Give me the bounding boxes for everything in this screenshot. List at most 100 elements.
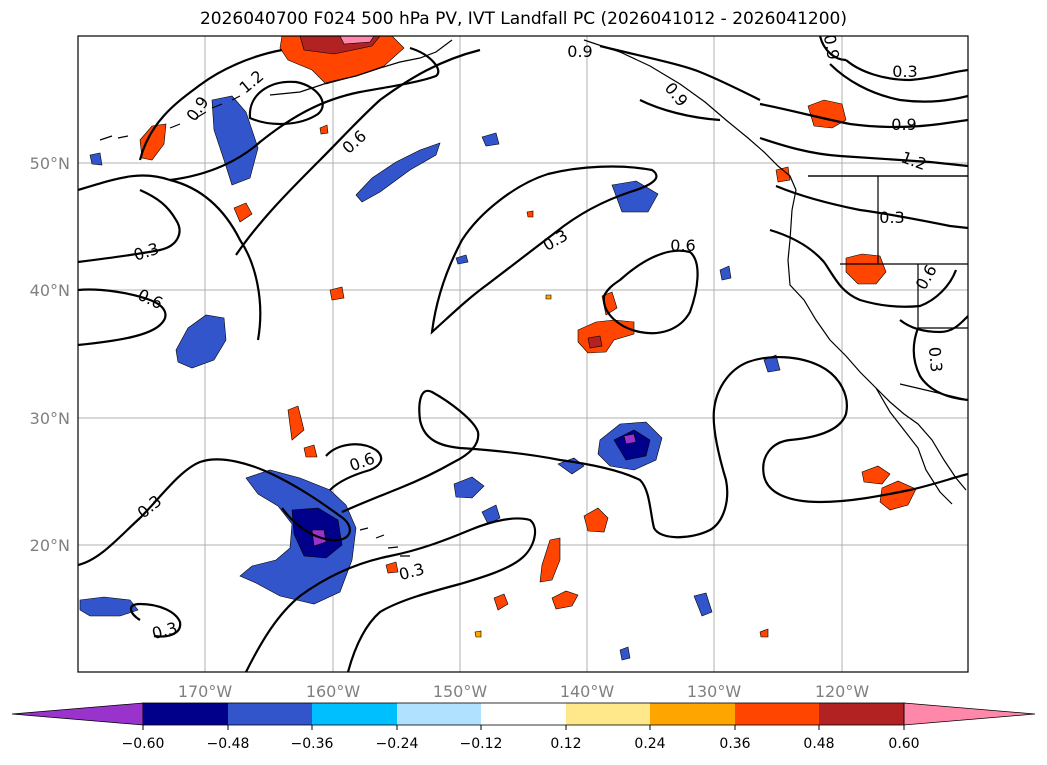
aleutian-islands bbox=[99, 95, 241, 141]
pv-patch bbox=[759, 628, 769, 638]
contour-line bbox=[78, 288, 167, 347]
contour-line bbox=[759, 136, 968, 168]
colorbar-tick-label: 0.36 bbox=[719, 736, 750, 752]
contour-label: 0.6 bbox=[670, 236, 695, 255]
pv-patch-core bbox=[623, 433, 637, 445]
pv-patch bbox=[551, 590, 579, 610]
us-west-coast bbox=[787, 209, 967, 491]
colorbar-tick-label: −0.24 bbox=[376, 736, 419, 752]
pv-patch bbox=[453, 476, 485, 499]
pv-patch bbox=[329, 286, 345, 301]
colorbar-segment bbox=[735, 703, 819, 725]
longitude-tick-label: 150°W bbox=[433, 682, 488, 701]
colorbar-tick-label: −0.12 bbox=[460, 736, 503, 752]
pv-patch bbox=[526, 210, 534, 218]
hawaii-islands bbox=[359, 527, 410, 557]
pv-patch bbox=[481, 504, 501, 525]
colorbar-tick-label: −0.48 bbox=[207, 736, 250, 752]
longitude-tick-label: 170°W bbox=[178, 682, 233, 701]
pv-patch bbox=[775, 166, 791, 183]
contour-line bbox=[845, 59, 968, 82]
contour-line bbox=[78, 458, 351, 567]
pv-patch bbox=[355, 142, 441, 203]
pv-patch bbox=[611, 180, 659, 213]
map-frame bbox=[77, 35, 969, 673]
pv-patch bbox=[79, 596, 139, 617]
contour-line bbox=[829, 63, 968, 103]
colorbar-segment bbox=[650, 703, 735, 725]
pv-patch bbox=[619, 646, 631, 661]
contour-line bbox=[639, 99, 721, 122]
colorbar-segment bbox=[566, 703, 650, 725]
colorbar-segment bbox=[228, 703, 312, 725]
contour-label: 0.9 bbox=[820, 33, 843, 61]
bc-coast bbox=[583, 39, 797, 211]
pv-patch bbox=[175, 314, 227, 369]
colorbar: −0.60 −0.48 −0.36 −0.24 −0.12 0.12 0.24 … bbox=[11, 702, 1036, 752]
pv-patch-inner bbox=[587, 335, 603, 349]
latitude-tick-label: 40°N bbox=[30, 281, 70, 300]
contour-line bbox=[341, 355, 968, 539]
pv-patch bbox=[861, 465, 891, 485]
negative-pv-patches bbox=[79, 95, 781, 661]
pv-patch bbox=[139, 123, 167, 161]
latitude-ticks: 50°N 40°N 30°N 20°N bbox=[30, 154, 70, 555]
contour-label: 0.3 bbox=[892, 62, 917, 81]
contour-line bbox=[759, 102, 968, 129]
pv-patch bbox=[233, 202, 253, 223]
contour-line bbox=[78, 174, 262, 341]
contour-line bbox=[899, 315, 968, 334]
longitude-tick-label: 130°W bbox=[687, 682, 742, 701]
colorbar-frame bbox=[142, 702, 905, 726]
contour-line bbox=[325, 443, 383, 491]
colorbar-tick-label: 0.12 bbox=[550, 736, 581, 752]
colorbar-segment bbox=[143, 703, 228, 725]
baja-california bbox=[875, 387, 953, 505]
contour-line bbox=[245, 517, 537, 672]
pv-patch bbox=[845, 253, 887, 285]
colorbar-segment bbox=[819, 703, 904, 725]
pv-patch bbox=[319, 124, 329, 135]
pv-patch bbox=[719, 265, 732, 281]
pv-patch bbox=[89, 152, 103, 166]
colorbar-tick-label: 0.48 bbox=[803, 736, 834, 752]
latitude-tick-label: 30°N bbox=[30, 409, 70, 428]
colorbar-tick-label: 0.24 bbox=[634, 736, 665, 752]
contour-label: 0.3 bbox=[879, 208, 904, 227]
contour-line bbox=[769, 228, 958, 308]
contour-line bbox=[912, 327, 968, 402]
pv-patch bbox=[539, 537, 561, 583]
longitude-ticks: 170°W 160°W 150°W 140°W 130°W 120°W bbox=[178, 682, 870, 701]
latitude-tick-label: 20°N bbox=[30, 536, 70, 555]
pv-patch bbox=[303, 444, 318, 458]
pv-patch bbox=[455, 254, 469, 265]
colorbar-tick-label: −0.60 bbox=[122, 736, 165, 752]
colorbar-extend-high bbox=[903, 702, 1036, 726]
colorbar-segment bbox=[312, 703, 397, 725]
contour-line bbox=[775, 184, 968, 230]
contour-label: 0.9 bbox=[891, 115, 916, 134]
contour-line bbox=[430, 165, 658, 335]
positive-pv-patches bbox=[139, 36, 917, 638]
pv-patch bbox=[287, 405, 305, 441]
contour-label: 0.3 bbox=[925, 346, 946, 373]
contour-line bbox=[248, 80, 324, 126]
map-panel: 0.9 1.2 0.6 0.3 0.6 0.3 0.6 0.3 0.6 0.3 … bbox=[78, 33, 968, 672]
colorbar-tick-label: −0.36 bbox=[291, 736, 334, 752]
pv-patch bbox=[385, 561, 399, 574]
pv-patch bbox=[693, 592, 713, 617]
ivt-contours bbox=[78, 36, 968, 672]
contour-line bbox=[235, 48, 481, 256]
pv-patch bbox=[545, 294, 552, 300]
contour-line bbox=[129, 602, 182, 638]
longitude-tick-label: 120°W bbox=[815, 682, 870, 701]
pv-patch-core bbox=[339, 36, 375, 45]
colorbar-ticks bbox=[142, 725, 905, 730]
colorbar-segment bbox=[397, 703, 481, 725]
longitude-tick-label: 140°W bbox=[560, 682, 615, 701]
contour-line bbox=[138, 48, 283, 161]
colorbar-segment bbox=[481, 703, 566, 725]
pv-patch bbox=[583, 507, 609, 533]
colorbar-tick-label: 0.60 bbox=[888, 736, 919, 752]
